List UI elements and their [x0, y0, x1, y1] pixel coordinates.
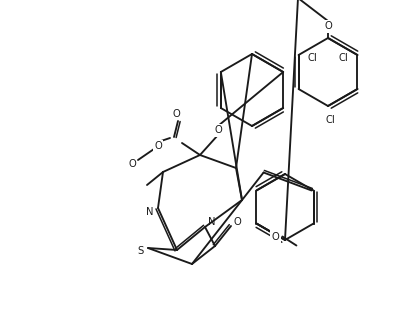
Text: O: O [154, 141, 162, 151]
Text: Cl: Cl [339, 53, 348, 63]
Text: N: N [146, 207, 154, 217]
Text: O: O [128, 159, 136, 169]
Text: Cl: Cl [325, 115, 335, 125]
Text: O: O [172, 109, 180, 119]
Text: S: S [137, 246, 143, 256]
Text: O: O [272, 231, 279, 242]
Text: N: N [208, 217, 216, 227]
Text: Cl: Cl [308, 53, 318, 63]
Text: O: O [324, 21, 332, 31]
Text: O: O [233, 217, 241, 227]
Text: O: O [214, 125, 222, 135]
